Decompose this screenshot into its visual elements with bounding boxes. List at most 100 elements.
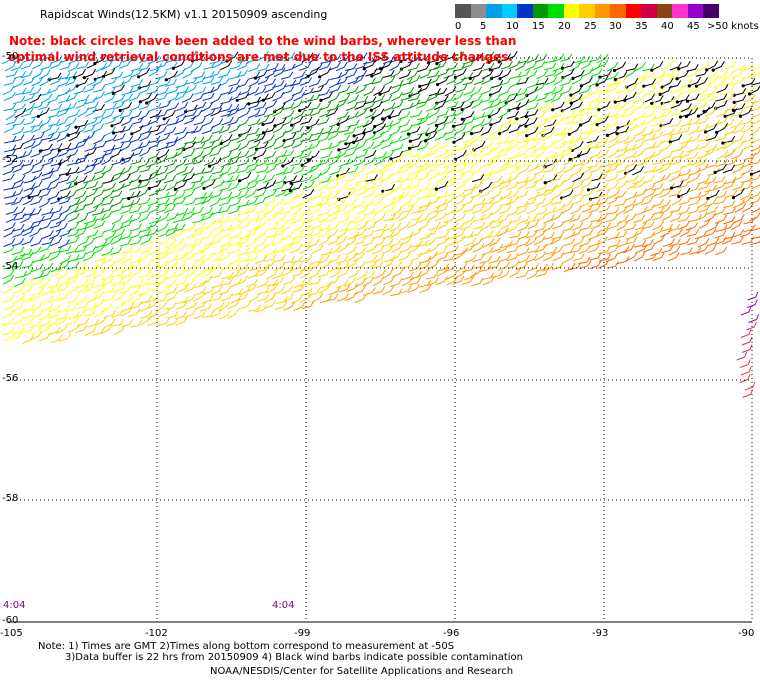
- wind-barb: [227, 308, 239, 319]
- wind-barb: [201, 268, 214, 279]
- wind-barb: [58, 95, 71, 104]
- wind-barb: [95, 62, 108, 73]
- wind-barb: [211, 172, 224, 181]
- wind-barb: [740, 175, 753, 184]
- wind-barb: [635, 71, 648, 81]
- wind-barb: [704, 87, 717, 97]
- wind-barb: [624, 150, 637, 159]
- wind-barb: [299, 150, 312, 159]
- wind-barb: [100, 60, 113, 71]
- wind-barb: [113, 100, 126, 110]
- wind-barb: [328, 254, 341, 263]
- quality-flag-dot: [57, 148, 61, 153]
- wind-barb: [47, 110, 60, 119]
- wind-barb: [633, 119, 646, 128]
- wind-barb: [317, 88, 331, 97]
- wind-barb: [418, 260, 431, 270]
- wind-barb: [543, 186, 556, 197]
- legend-swatch: [625, 4, 642, 18]
- wind-barb: [526, 126, 539, 137]
- footer-line-1: Note: 1) Times are GMT 2)Times along bot…: [38, 641, 455, 652]
- wind-barb: [607, 109, 620, 119]
- wind-barb: [581, 140, 594, 150]
- wind-barb: [686, 151, 699, 161]
- wind-barb: [399, 149, 412, 158]
- wind-barb: [463, 134, 476, 144]
- wind-barb: [624, 143, 637, 153]
- wind-barb: [507, 151, 520, 160]
- wind-barb: [50, 75, 63, 86]
- wind-barb: [174, 242, 187, 253]
- wind-barb: [236, 293, 249, 301]
- wind-barb: [596, 59, 609, 69]
- wind-barb: [545, 184, 558, 192]
- wind-barb: [354, 100, 367, 110]
- wind-barb: [632, 176, 645, 185]
- wind-barb: [642, 221, 655, 230]
- wind-barb: [149, 215, 162, 225]
- wind-barb: [292, 214, 305, 224]
- wind-barb: [300, 174, 313, 183]
- wind-barb: [103, 260, 116, 271]
- wind-barb: [704, 184, 718, 193]
- wind-barb: [434, 131, 447, 141]
- wind-barb: [678, 60, 691, 70]
- wind-barb: [201, 125, 215, 135]
- wind-barb: [264, 189, 277, 199]
- wind-barb: [347, 54, 360, 63]
- wind-barb: [320, 91, 333, 101]
- wind-barb: [30, 119, 43, 128]
- wind-barb: [93, 134, 106, 145]
- wind-barb: [109, 148, 122, 159]
- wind-barb: [425, 148, 438, 157]
- wind-barb: [481, 101, 494, 111]
- wind-barb: [110, 246, 123, 256]
- wind-barb: [284, 132, 297, 142]
- wind-barb: [435, 148, 448, 158]
- wind-barb: [408, 277, 422, 286]
- wind-barb: [84, 96, 98, 105]
- wind-barb: [94, 278, 107, 288]
- quality-flag-dot: [65, 172, 69, 176]
- wind-barb: [590, 173, 603, 182]
- wind-barb: [499, 143, 513, 152]
- wind-barb: [166, 102, 180, 111]
- wind-barb: [372, 276, 385, 287]
- wind-barb: [131, 63, 144, 72]
- wind-barb: [563, 155, 576, 166]
- wind-barb: [229, 143, 242, 153]
- wind-barb: [86, 263, 99, 272]
- wind-barb: [165, 318, 179, 327]
- wind-barb: [263, 125, 276, 134]
- wind-barb: [516, 190, 529, 199]
- quality-flag-dot: [27, 195, 31, 199]
- wind-barb: [722, 139, 735, 150]
- wind-barb: [525, 181, 538, 190]
- wind-barb: [236, 275, 249, 286]
- quality-flag-dot: [451, 107, 455, 111]
- wind-barb: [617, 120, 631, 129]
- wind-barb: [138, 67, 151, 78]
- wind-barb: [58, 125, 71, 134]
- wind-barb: [731, 134, 744, 143]
- wind-barb: [163, 109, 176, 120]
- quality-flag-dot: [110, 124, 114, 128]
- wind-barb: [434, 100, 446, 111]
- wind-barb: [58, 87, 71, 97]
- wind-barb: [551, 197, 564, 205]
- wind-barb: [3, 103, 17, 112]
- wind-barb: [104, 115, 117, 125]
- legend-label: 45: [687, 21, 700, 32]
- wind-barb: [407, 198, 420, 208]
- wind-barb: [50, 195, 63, 205]
- wind-barb: [514, 60, 527, 71]
- wind-barb: [534, 244, 547, 253]
- wind-barb: [67, 167, 80, 175]
- wind-barb: [203, 156, 216, 167]
- wind-barb: [129, 134, 142, 143]
- wind-barb: [273, 262, 286, 271]
- wind-barb: [2, 284, 15, 294]
- wind-barb: [418, 279, 432, 288]
- wind-barb: [104, 86, 116, 96]
- quality-flag-dot: [711, 68, 715, 72]
